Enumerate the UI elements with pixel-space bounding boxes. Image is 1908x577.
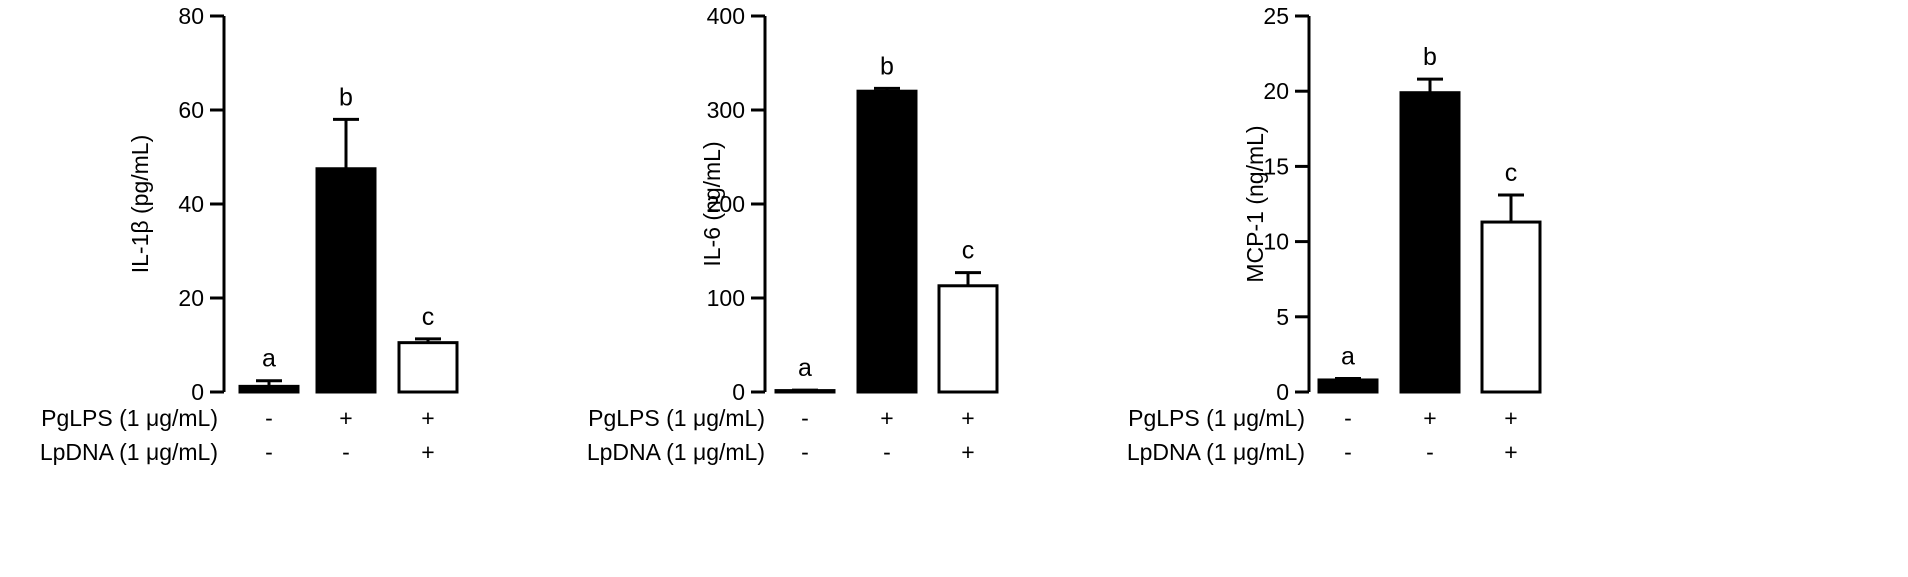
- error-bar-1: [1335, 376, 1361, 380]
- treatment-mark: +: [1423, 405, 1436, 431]
- significance-label-1: a: [798, 354, 812, 382]
- treatment-mark: +: [961, 439, 974, 465]
- y-tick-label: 0: [732, 379, 745, 405]
- significance-label-3: c: [1505, 159, 1518, 187]
- significance-label-3: c: [422, 303, 435, 331]
- y-tick-label: 0: [191, 379, 204, 405]
- treatment-row-label: PgLPS (1 μg/mL): [1128, 405, 1305, 431]
- error-bar-3: [1498, 193, 1524, 223]
- bar-1: [1317, 378, 1379, 394]
- treatment-mark: +: [880, 405, 893, 431]
- y-tick-label: 20: [1263, 78, 1289, 104]
- treatment-mark: +: [421, 405, 434, 431]
- error-bar-1: [256, 379, 282, 387]
- y-tick-label: 60: [178, 97, 204, 123]
- significance-label-2: b: [1423, 43, 1437, 71]
- treatment-mark: +: [1504, 439, 1517, 465]
- treatment-mark: +: [1504, 405, 1517, 431]
- bar-2: [315, 167, 377, 394]
- y-tick-label: 25: [1263, 3, 1289, 29]
- y-axis-label: MCP-1 (ng/mL): [1242, 125, 1268, 282]
- treatment-mark: +: [961, 405, 974, 431]
- treatment-mark: -: [801, 405, 809, 431]
- treatment-mark: -: [883, 439, 891, 465]
- error-bar-2: [333, 117, 359, 169]
- treatment-mark: -: [265, 405, 273, 431]
- treatment-mark: -: [1344, 439, 1352, 465]
- treatment-row-label: PgLPS (1 μg/mL): [588, 405, 765, 431]
- y-tick-label: 200: [707, 191, 745, 217]
- y-tick-label: 400: [707, 3, 745, 29]
- y-tick-label: 100: [707, 285, 745, 311]
- y-axis-label: IL-1β (pg/mL): [127, 135, 153, 274]
- y-tick-label: 40: [178, 191, 204, 217]
- bar-1: [238, 384, 300, 394]
- error-bar-3: [955, 271, 981, 286]
- y-tick-label: 15: [1263, 153, 1289, 179]
- error-bar-2: [1417, 77, 1443, 93]
- treatment-mark: -: [801, 439, 809, 465]
- y-tick-label: 80: [178, 3, 204, 29]
- treatment-row-label: LpDNA (1 μg/mL): [1127, 439, 1305, 465]
- bar-3: [397, 341, 459, 394]
- y-tick-label: 300: [707, 97, 745, 123]
- significance-label-2: b: [339, 83, 353, 111]
- bar-2: [1399, 91, 1461, 394]
- error-bar-2: [874, 86, 900, 92]
- significance-label-3: c: [962, 237, 975, 265]
- y-tick-label: 20: [178, 285, 204, 311]
- y-axis-label: IL-6 (ng/mL): [699, 141, 725, 266]
- significance-label-1: a: [1341, 342, 1355, 370]
- treatment-row-label: LpDNA (1 μg/mL): [40, 439, 218, 465]
- chart-panel-3: 0 5 10 15 20 25 MCP-1 (ng/mL) a b c PgLPS (1 μg/mL…: [1127, 3, 1542, 465]
- y-tick-label: 10: [1263, 229, 1289, 255]
- treatment-row-label: PgLPS (1 μg/mL): [41, 405, 218, 431]
- treatment-mark: -: [342, 439, 350, 465]
- significance-label-2: b: [880, 52, 894, 80]
- chart-panel-2: 0 100 200 300 400 IL-6 (ng/mL) a b c PgLPS (1 μg/…: [587, 3, 999, 465]
- treatment-row-label: LpDNA (1 μg/mL): [587, 439, 765, 465]
- treatment-mark: -: [1426, 439, 1434, 465]
- significance-label-1: a: [262, 345, 276, 373]
- treatment-mark: -: [265, 439, 273, 465]
- treatment-mark: +: [421, 439, 434, 465]
- error-bar-3: [415, 337, 441, 343]
- y-tick-label: 0: [1276, 379, 1289, 405]
- treatment-mark: -: [1344, 405, 1352, 431]
- chart-panel-1: 0 20 40 60 80 IL-1β (pg/mL) a b c PgLPS (1 μg/mL)…: [40, 3, 459, 465]
- bar-3: [1480, 220, 1542, 394]
- treatment-mark: +: [339, 405, 352, 431]
- y-tick-label: 5: [1276, 304, 1289, 330]
- bar-3: [937, 284, 999, 394]
- bar-2: [856, 89, 918, 394]
